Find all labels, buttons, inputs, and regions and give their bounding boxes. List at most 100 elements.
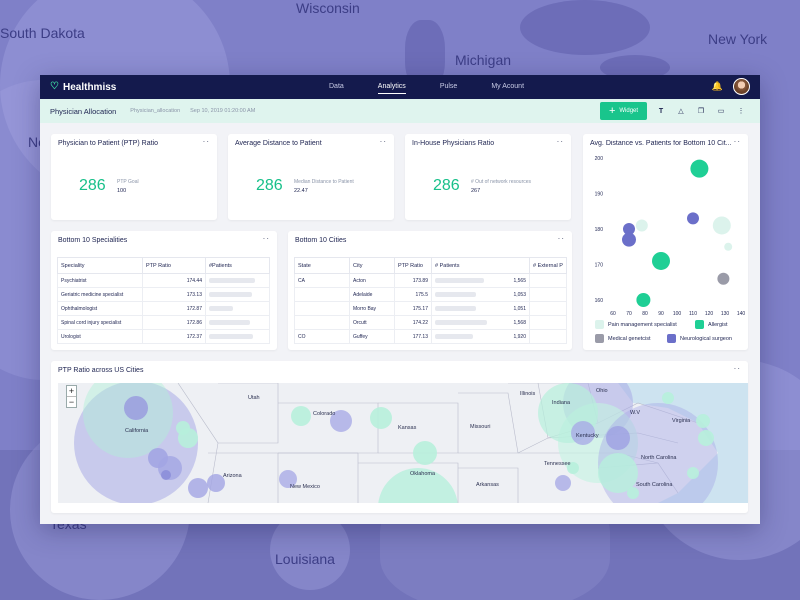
scatter-point[interactable]	[622, 232, 636, 247]
monitor-icon[interactable]: ▭	[717, 108, 725, 115]
app-logo[interactable]: ♡ Healthmiss	[50, 82, 116, 93]
table-row[interactable]: Urologist 172.37	[57, 329, 270, 344]
x-tick-label: 90	[658, 311, 664, 317]
heart-pulse-icon: ♡	[50, 81, 59, 92]
ptp-ratio-cell: 174.44	[142, 273, 206, 288]
menu-item-pulse[interactable]: Pulse	[439, 83, 458, 90]
scatter-point[interactable]	[687, 212, 699, 225]
card-menu-icon[interactable]: ··	[733, 137, 741, 146]
patients-value: 1,051	[513, 305, 526, 312]
table-row[interactable]: Adelaide 175.5 1,053	[294, 287, 567, 302]
map-label: California	[125, 428, 149, 434]
scatter-chart: 160 170 180 190 200 60 70 80 90 100 110 120 130 140	[595, 156, 746, 317]
text-icon[interactable]: T	[658, 107, 664, 115]
city-cell: Acton	[349, 273, 395, 288]
kpi-value: 286	[433, 177, 460, 194]
table-row[interactable]: CO Guffey 177.13 1,920	[294, 329, 567, 344]
kpi-label: # Out of network resources	[471, 179, 532, 185]
card-menu-icon[interactable]: ··	[556, 137, 564, 146]
card-menu-icon[interactable]: ··	[557, 234, 565, 243]
bell-icon[interactable]: 🔔	[711, 81, 723, 91]
add-widget-button[interactable]: + Widget	[600, 102, 647, 120]
col-header[interactable]: # Patients	[431, 257, 530, 274]
scatter-point[interactable]	[724, 242, 733, 251]
legend-item[interactable]: Pain management specialist	[595, 320, 677, 329]
scatter-point[interactable]	[690, 159, 709, 178]
card-title: Average Distance to Patient	[235, 140, 322, 147]
bg-label-south-dakota: South Dakota	[0, 25, 85, 41]
legend-swatch	[595, 320, 604, 329]
card-menu-icon[interactable]: ··	[202, 137, 210, 146]
map-label: Missouri	[470, 424, 491, 430]
col-header[interactable]: State	[294, 257, 350, 274]
map-label: Arizona	[223, 473, 242, 479]
patients-cell	[205, 315, 270, 330]
col-header[interactable]: # External P	[529, 257, 567, 274]
scatter-point[interactable]	[636, 293, 651, 307]
patients-cell: 1,051	[431, 301, 530, 316]
scatter-point[interactable]	[712, 216, 731, 235]
patients-cell: 1,568	[431, 315, 530, 330]
card-title: Bottom 10 Specialities	[58, 237, 128, 244]
scatter-point[interactable]	[635, 219, 648, 232]
ptp-ratio-cell: 172.86	[142, 315, 206, 330]
bg-label-louisiana: Louisiana	[275, 551, 335, 567]
city-cell: Orcutt	[349, 315, 395, 330]
copy-icon[interactable]: ❐	[697, 108, 705, 115]
patients-bar	[435, 320, 487, 325]
specialities-card: Bottom 10 Specialities ·· Speciality PTP…	[51, 231, 277, 350]
scatter-point[interactable]	[652, 251, 670, 270]
ptp-ratio-cell: 177.13	[394, 329, 432, 344]
map-label: New Mexico	[290, 484, 320, 490]
menu-item-data[interactable]: Data	[329, 83, 344, 90]
table-row[interactable]: Morro Bay 175.17 1,051	[294, 301, 567, 316]
scatter-point[interactable]	[623, 223, 635, 235]
patients-bar	[209, 334, 254, 339]
app-name: Healthmiss	[63, 81, 117, 93]
patients-bar	[435, 334, 473, 339]
patients-cell	[205, 273, 270, 288]
col-header[interactable]: #Patients	[205, 257, 270, 274]
ptp-ratio-cell: 175.17	[394, 301, 432, 316]
patients-value: 1,920	[513, 333, 526, 340]
toolbar: T △ ❐ ▭ ⋮	[656, 99, 746, 123]
zoom-in-button[interactable]: +	[67, 386, 76, 397]
external-cell	[529, 273, 567, 288]
legend-item[interactable]: Medical genetcist	[595, 334, 651, 343]
avatar[interactable]	[733, 78, 750, 95]
table-row[interactable]: Psychiatrist 174.44	[57, 273, 270, 288]
state-cell	[294, 315, 350, 330]
legend-item[interactable]: Neurological surgeon	[667, 334, 732, 343]
table-row[interactable]: Orcutt 174.22 1,568	[294, 315, 567, 330]
legend-item[interactable]: Allergist	[695, 320, 728, 329]
map-label: Oklahoma	[410, 471, 436, 477]
us-map[interactable]: + − Utah Colorado California Kansas Missouri…	[58, 383, 748, 503]
table-row[interactable]: Ophthalmologist 172.87	[57, 301, 270, 316]
y-tick-label: 190	[595, 192, 604, 198]
card-menu-icon[interactable]: ··	[379, 137, 387, 146]
col-header[interactable]: City	[349, 257, 395, 274]
zoom-out-button[interactable]: −	[68, 397, 75, 407]
kpi-label: Median Distance to Patient	[294, 179, 354, 185]
kpi-card-ptp: Physician to Patient (PTP) Ratio ·· 286 …	[51, 134, 217, 220]
map-label: Illinois	[520, 391, 536, 397]
menu-item-my-account[interactable]: My Acount	[491, 83, 525, 90]
col-header[interactable]: Speciality	[57, 257, 143, 274]
patients-bar	[435, 306, 476, 311]
card-menu-icon[interactable]: ··	[733, 364, 741, 373]
x-tick-label: 120	[705, 311, 714, 317]
table-row[interactable]: Spinal cord injury specialist 172.86	[57, 315, 270, 330]
scatter-point[interactable]	[717, 272, 730, 285]
table-row[interactable]: CA Acton 173.89 1,565	[294, 273, 567, 288]
col-header[interactable]: PTP Ratio	[394, 257, 432, 274]
flask-icon[interactable]: △	[678, 108, 684, 115]
dashboard-window: ♡ Healthmiss Data Analytics Pulse My Aco…	[40, 75, 760, 524]
card-title: Avg. Distance vs. Patients for Bottom 10…	[590, 140, 732, 147]
col-header[interactable]: PTP Ratio	[142, 257, 206, 274]
external-cell	[529, 315, 567, 330]
more-icon[interactable]: ⋮	[737, 108, 745, 115]
menu-item-analytics[interactable]: Analytics	[361, 75, 423, 99]
legend-label: Pain management specialist	[608, 321, 677, 328]
card-menu-icon[interactable]: ··	[262, 234, 270, 243]
table-row[interactable]: Geriatric medicine specialist 173.13	[57, 287, 270, 302]
